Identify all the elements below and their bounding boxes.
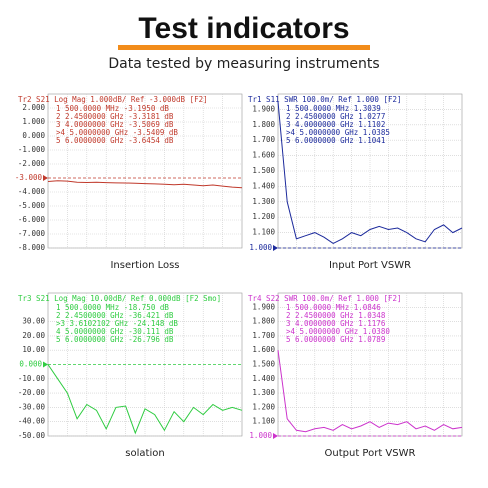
y-tick-label: 1.500 bbox=[252, 166, 275, 175]
y-tick-label: 1.100 bbox=[252, 228, 275, 237]
y-tick-label: 1.300 bbox=[252, 388, 275, 397]
panel-heading: Tr1 S11 SWR 100.0m/ Ref 1.000 [F2] bbox=[248, 95, 402, 104]
ref-arrow bbox=[273, 245, 278, 251]
marker-row: 2 2.4500000 GHz 1.0348 bbox=[286, 311, 386, 320]
y-tick-label: -7.000 bbox=[18, 229, 46, 238]
marker-row: >3 3.6102102 GHz -24.148 dB bbox=[56, 319, 178, 328]
marker-row: 3 4.0000000 GHz 1.1176 bbox=[286, 319, 386, 328]
ref-label: 1.000 bbox=[249, 243, 272, 252]
y-tick-label: 1.400 bbox=[252, 374, 275, 383]
marker-row: 3 4.0000000 GHz -3.5069 dB bbox=[56, 120, 174, 129]
marker-row: 4 5.0000000 GHz -30.111 dB bbox=[56, 327, 174, 336]
ref-arrow bbox=[43, 361, 48, 368]
panel-heading: Tr3 S21 Log Mag 10.00dB/ Ref 0.000dB [F2… bbox=[18, 294, 221, 303]
y-tick-label: 1.200 bbox=[252, 402, 275, 411]
y-tick-label: -10.00 bbox=[18, 374, 46, 383]
marker-row: 1 500.0000 MHz -3.1950 dB bbox=[56, 104, 169, 113]
y-tick-label: 1.100 bbox=[252, 417, 275, 426]
y-tick-label: -50.00 bbox=[18, 431, 46, 440]
marker-row: 2 2.4500000 GHz -36.421 dB bbox=[56, 311, 174, 320]
marker-row: 1 500.0000 MHz 1.0846 bbox=[286, 303, 381, 312]
marker-row: 1 500.0000 MHz -18.750 dB bbox=[56, 303, 169, 312]
trace bbox=[47, 180, 243, 189]
y-tick-label: 1.800 bbox=[252, 317, 275, 326]
marker-row: 1 500.0000 MHz 1.3039 bbox=[286, 104, 381, 113]
ref-arrow bbox=[273, 433, 278, 439]
panel-caption: Output Port VSWR bbox=[325, 448, 416, 459]
y-tick-label: 10.00 bbox=[22, 345, 45, 354]
y-tick-label: 1.900 bbox=[252, 302, 275, 311]
marker-row: 5 6.0000000 GHz -3.6454 dB bbox=[56, 136, 174, 145]
y-tick-label: 1.600 bbox=[252, 151, 275, 160]
y-tick-label: -4.000 bbox=[18, 187, 46, 196]
y-tick-label: 1.800 bbox=[252, 120, 275, 129]
marker-row: >4 5.0000000 GHz 1.0385 bbox=[286, 128, 390, 137]
y-tick-label: -6.000 bbox=[18, 215, 46, 224]
y-tick-label: 1.700 bbox=[252, 331, 275, 340]
marker-row: 2 2.4500000 GHz -3.3181 dB bbox=[56, 112, 174, 121]
y-tick-label: 1.500 bbox=[252, 360, 275, 369]
marker-row: 2 2.4500000 GHz 1.0277 bbox=[286, 112, 385, 121]
marker-row: 3 4.0000000 GHz 1.1102 bbox=[286, 120, 385, 129]
marker-row: >4 5.0000000 GHz -3.5409 dB bbox=[56, 128, 178, 137]
y-tick-label: 1.200 bbox=[252, 212, 275, 221]
title: Test indicators bbox=[138, 12, 350, 45]
y-tick-label: 0.000 bbox=[22, 131, 45, 140]
trace bbox=[47, 364, 243, 435]
y-tick-label: -40.00 bbox=[18, 417, 46, 426]
ref-label: 1.000 bbox=[249, 431, 272, 440]
marker-row: >4 5.0000000 GHz 1.0380 bbox=[286, 327, 390, 336]
marker-row: 5 6.0000000 GHz -26.796 dB bbox=[56, 335, 174, 344]
panel-caption: Input Port VSWR bbox=[329, 260, 411, 271]
y-tick-label: -8.000 bbox=[18, 243, 46, 252]
y-tick-label: -5.000 bbox=[18, 201, 46, 210]
y-tick-label: 1.700 bbox=[252, 135, 275, 144]
y-tick-label: 2.000 bbox=[22, 103, 45, 112]
trace bbox=[277, 101, 463, 244]
marker-row: 5 6.0000000 GHz 1.0789 bbox=[286, 335, 385, 344]
panel-caption: Insertion Loss bbox=[110, 260, 179, 271]
y-tick-label: 1.600 bbox=[252, 345, 275, 354]
ref-arrow bbox=[43, 175, 48, 181]
y-tick-label: -2.000 bbox=[18, 159, 46, 168]
y-tick-label: -1.000 bbox=[18, 145, 46, 154]
y-tick-label: 20.00 bbox=[22, 331, 45, 340]
ref-label: -3.000 bbox=[15, 173, 43, 182]
subtitle: Data tested by measuring instruments bbox=[108, 56, 380, 72]
y-tick-label: 1.400 bbox=[252, 181, 275, 190]
panel-heading: Tr2 S21 Log Mag 1.000dB/ Ref -3.000dB [F… bbox=[18, 95, 208, 104]
y-tick-label: 1.300 bbox=[252, 197, 275, 206]
y-tick-label: -20.00 bbox=[18, 388, 46, 397]
y-tick-label: 1.000 bbox=[22, 117, 45, 126]
y-tick-label: 30.00 bbox=[22, 317, 45, 326]
y-tick-label: -30.00 bbox=[18, 402, 46, 411]
trace bbox=[277, 350, 463, 433]
marker-row: 5 6.0000000 GHz 1.1041 bbox=[286, 136, 385, 145]
ref-label: 0.000 bbox=[19, 360, 42, 369]
panel-heading: Tr4 S22 SWR 100.0m/ Ref 1.000 [F2] bbox=[248, 294, 402, 303]
title-underline bbox=[118, 45, 370, 50]
panel-caption: solation bbox=[125, 448, 164, 459]
y-tick-label: 1.900 bbox=[252, 104, 275, 113]
